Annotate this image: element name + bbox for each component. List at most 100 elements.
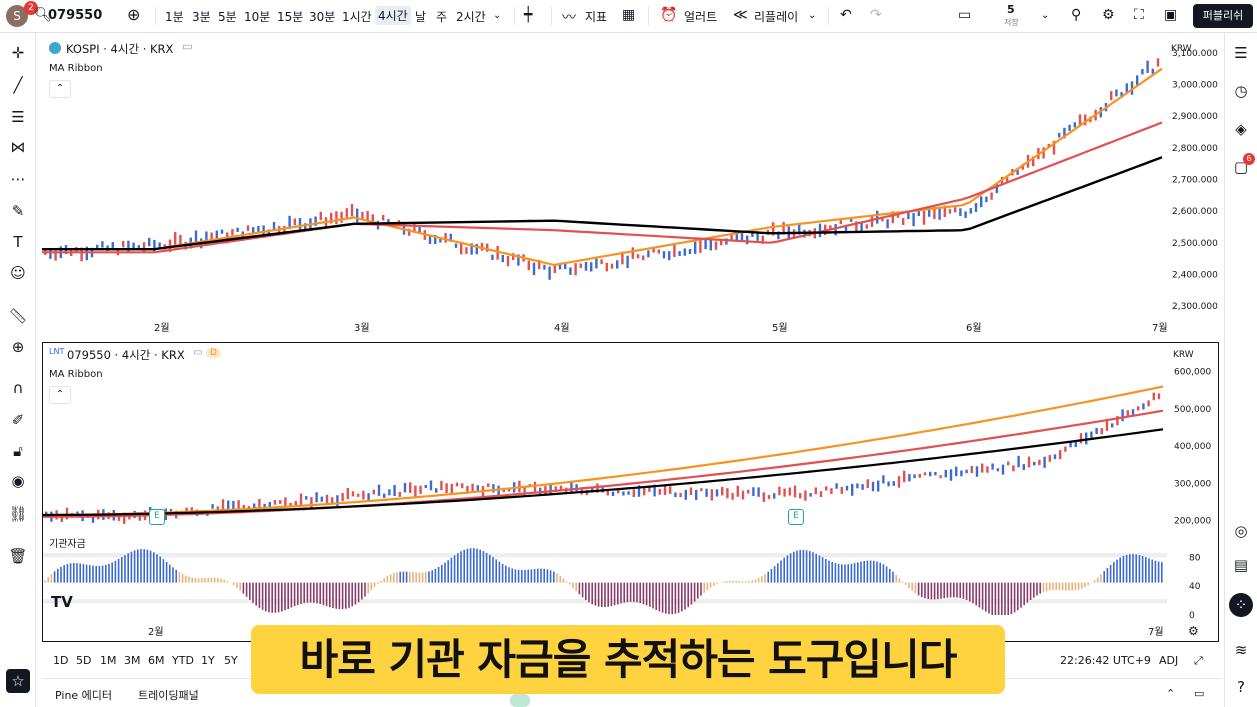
stock-chart[interactable]: 80 40 0 600,000 500,000 400,000 300,000 200,00… (43, 343, 1217, 640)
legend-toggle-icon[interactable]: ▭ (193, 347, 203, 358)
zoom-in-icon[interactable]: ⊕ (11, 338, 25, 356)
candle (752, 487, 755, 496)
interval-5m[interactable]: 5분 (218, 10, 237, 24)
publish-button[interactable]: 퍼블리쉬 (1193, 4, 1253, 28)
legend-toggle-icon[interactable]: ▭ (182, 39, 193, 53)
chevron-down-icon[interactable]: ⌄ (808, 10, 817, 21)
axis-settings-icon[interactable]: ⚙ (1188, 624, 1199, 638)
chart-pane-kospi[interactable]: 3,100.000 3,000.000 2,900.000 2,800.000 2,70… (42, 37, 1219, 339)
range-ytd[interactable]: YTD (172, 654, 194, 667)
pattern-icon[interactable]: ⋈ (10, 138, 26, 156)
lock-drawing-icon[interactable]: ✐ (11, 411, 25, 429)
save-count[interactable]: 5 (1007, 3, 1015, 16)
alarm-icon[interactable]: ⏰ (660, 7, 678, 23)
interval-30m[interactable]: 30분 (309, 10, 336, 24)
currency-label[interactable]: KRW (1173, 350, 1194, 360)
kospi-symbol-label[interactable]: KOSPI · 4시간 · KRX (66, 42, 174, 56)
crosshair-icon[interactable]: ✛ (11, 44, 25, 62)
watchlist-icon[interactable]: ☰ (1234, 44, 1248, 62)
range-1d[interactable]: 1D (53, 654, 69, 667)
interval-10m[interactable]: 10분 (244, 10, 271, 24)
drag-handle[interactable] (510, 694, 530, 707)
collapse-legend-button[interactable]: ⌃ (49, 386, 71, 404)
symbol-search[interactable]: 079550 (48, 8, 103, 23)
text-icon[interactable]: T (13, 233, 23, 251)
calendar-icon[interactable]: ▤ (1233, 556, 1249, 574)
add-symbol-icon[interactable]: ⊕ (127, 5, 141, 24)
save-label[interactable]: 저장 (1004, 18, 1019, 27)
candle (273, 500, 277, 505)
currency-label[interactable]: KRW (1171, 44, 1192, 54)
ma-ribbon-label[interactable]: MA Ribbon (49, 369, 103, 380)
candle (1017, 455, 1020, 468)
layers-icon[interactable]: ◈ (1235, 120, 1247, 138)
unlock-icon[interactable]: 🔓︎ (13, 442, 23, 460)
oscillator-label[interactable]: 기관자금 (49, 539, 86, 550)
link-icon[interactable]: ⛓ (8, 505, 28, 523)
ma-ribbon-label[interactable]: MA Ribbon (49, 63, 103, 74)
brush-icon[interactable]: ✎ (11, 202, 25, 220)
star-icon[interactable]: ☆ (6, 669, 30, 693)
interval-1m[interactable]: 1분 (165, 10, 184, 24)
emoji-icon[interactable]: ☺ (10, 264, 26, 282)
trash-icon[interactable]: 🗑︎ (8, 547, 28, 565)
layout-grid-icon[interactable]: ▦ (622, 7, 636, 23)
chart-pane-stock[interactable]: 80 40 0 600,000 500,000 400,000 300,000 200,00… (42, 342, 1219, 642)
collapse-legend-button[interactable]: ⌃ (49, 80, 71, 98)
apps-grid-icon[interactable]: ⁘ (1229, 593, 1253, 617)
candle-type-icon[interactable]: ┿ (524, 7, 533, 23)
search-icon[interactable]: 🔍︎ (34, 7, 52, 23)
fullscreen-icon[interactable]: ⛶ (1134, 7, 1144, 23)
interval-3m[interactable]: 3분 (192, 10, 211, 24)
interval-week[interactable]: 주 (436, 10, 448, 24)
range-1m[interactable]: 1M (100, 654, 117, 667)
chevron-up-icon[interactable]: ⌃ (1166, 687, 1176, 700)
interval-4h[interactable]: 4시간 (375, 6, 411, 25)
adjust-toggle[interactable]: ADJ (1159, 654, 1179, 667)
replay-button[interactable]: 리플레이 (754, 10, 799, 24)
chevron-down-icon[interactable]: ⌄ (493, 10, 502, 21)
ruler-icon[interactable]: 📏︎ (8, 307, 28, 325)
eye-icon[interactable]: ◉ (11, 472, 25, 490)
help-icon[interactable]: ? (1237, 678, 1245, 696)
interval-1h[interactable]: 1시간 (342, 10, 372, 24)
alerts-clock-icon[interactable]: ◷ (1234, 82, 1248, 100)
fib-icon[interactable]: ☰ (11, 108, 25, 126)
quick-search-icon[interactable]: ⚲ (1071, 7, 1082, 23)
earnings-marker[interactable]: E (788, 509, 804, 525)
expand-icon[interactable]: ⤢ (1194, 654, 1203, 667)
stock-symbol-label[interactable]: 079550 · 4시간 · KRX (67, 348, 185, 362)
alert-button[interactable]: 얼러트 (684, 10, 718, 24)
magnet-icon[interactable]: ∩ (12, 379, 24, 397)
range-5d[interactable]: 5D (76, 654, 92, 667)
indicators-button[interactable]: 지표 (585, 10, 608, 24)
interval-2h[interactable]: 2시간 (456, 10, 486, 24)
replay-icon[interactable]: ≪ (733, 7, 748, 23)
candle (258, 499, 261, 511)
earnings-marker[interactable]: E (149, 509, 165, 525)
kospi-chart[interactable]: 3,100.000 3,000.000 2,900.000 2,800.000 2,70… (42, 37, 1219, 339)
trend-line-icon[interactable]: ╱ (13, 76, 23, 94)
trading-panel-tab[interactable]: 트레이딩패널 (138, 689, 199, 702)
camera-icon[interactable]: ▣ (1164, 7, 1178, 23)
clock-display[interactable]: 22:26:42 UTC+9 (1060, 654, 1151, 667)
projection-icon[interactable]: ⋯ (10, 170, 26, 188)
range-5y[interactable]: 5Y (224, 654, 238, 667)
indicators-icon[interactable]: 〰 (562, 10, 576, 26)
maximize-icon[interactable]: ▭ (1194, 687, 1205, 700)
range-6m[interactable]: 6M (148, 654, 165, 667)
chevron-down-icon[interactable]: ⌄ (1041, 10, 1050, 21)
pine-editor-tab[interactable]: Pine 에디터 (55, 689, 113, 702)
range-3m[interactable]: 3M (124, 654, 141, 667)
layout-icon[interactable]: ▭ (958, 7, 972, 23)
candle (740, 232, 744, 241)
interval-day[interactable]: 날 (415, 10, 427, 24)
settings-icon[interactable]: ⚙ (1102, 7, 1115, 23)
interval-15m[interactable]: 15분 (277, 10, 304, 24)
range-1y[interactable]: 1Y (201, 654, 215, 667)
undo-icon[interactable]: ↶ (840, 7, 852, 23)
target-icon[interactable]: ◎ (1234, 522, 1248, 540)
user-avatar[interactable]: S (6, 5, 28, 27)
signal-icon[interactable]: ≋ (1234, 641, 1248, 659)
redo-icon[interactable]: ↷ (870, 7, 882, 23)
